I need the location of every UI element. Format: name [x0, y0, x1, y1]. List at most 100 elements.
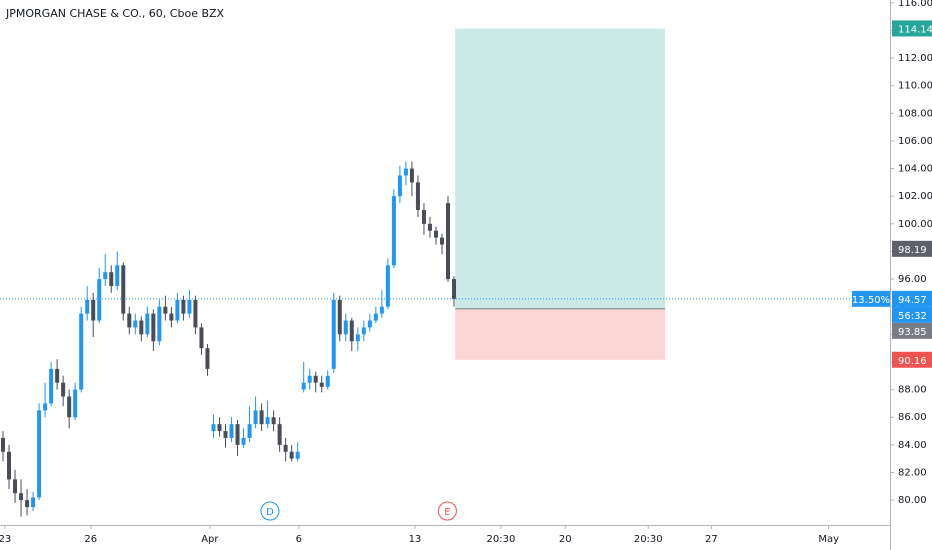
candle-body — [7, 451, 12, 480]
x-tick-label: 23 — [0, 534, 11, 545]
event-marker — [437, 501, 457, 521]
candle-body — [313, 375, 318, 383]
y-tick-label: 110.00 — [898, 81, 932, 92]
candle-body — [289, 451, 294, 459]
candle-body — [163, 306, 168, 314]
price-label: 94.57 — [898, 295, 927, 306]
candle-body — [175, 299, 180, 321]
candle-body — [295, 451, 300, 459]
y-tick-label: 86.00 — [898, 412, 927, 423]
candle-body — [127, 313, 132, 328]
y-tick-label: 108.00 — [898, 108, 932, 119]
candle-body — [79, 313, 84, 390]
candle-body — [349, 320, 354, 342]
candle-body — [151, 313, 156, 342]
candle-body — [85, 299, 90, 314]
candle-body — [211, 424, 216, 432]
candle-body — [265, 417, 270, 425]
candle-body — [307, 375, 312, 383]
candle-body — [55, 368, 60, 383]
y-tick-label: 102.00 — [898, 191, 932, 202]
candle-body — [397, 175, 402, 197]
candle-body — [121, 265, 126, 314]
event-marker — [260, 501, 280, 521]
candle-body — [301, 382, 306, 390]
x-tick-label: 26 — [84, 534, 97, 545]
candle-body — [37, 410, 42, 498]
candle-body — [133, 320, 138, 328]
candle-body — [379, 306, 384, 314]
event-label: D — [266, 507, 274, 518]
price-label: 93.85 — [898, 327, 927, 338]
y-tick-label: 96.00 — [898, 274, 927, 285]
candle-body — [181, 299, 186, 314]
candle-body — [385, 265, 390, 307]
candle-body — [367, 320, 372, 328]
candle-body — [73, 389, 78, 418]
candle-body — [337, 299, 342, 335]
candle-body — [415, 182, 420, 210]
candle-body — [343, 320, 348, 335]
y-tick-label: 80.00 — [898, 495, 927, 506]
candle-body — [43, 403, 48, 411]
chart-title: JPMORGAN CHASE & CO., 60, Cboe BZX — [5, 7, 225, 20]
candle-body — [373, 313, 378, 321]
candle-body — [241, 437, 246, 445]
x-tick-label: 20 — [559, 534, 572, 545]
candle-body — [187, 299, 192, 314]
candle-body — [157, 306, 162, 342]
price-label: 98.19 — [898, 245, 927, 256]
x-tick-label: Apr — [201, 534, 219, 545]
candle-body — [25, 500, 30, 508]
candle-body — [115, 265, 120, 286]
candle-body — [247, 424, 252, 438]
price-label-box — [892, 322, 932, 339]
candle-body — [355, 334, 360, 342]
candle-body — [277, 424, 282, 445]
candle-body — [259, 410, 264, 425]
x-tick-label: 6 — [296, 534, 302, 545]
price-label-box — [892, 290, 932, 307]
candle-body — [145, 313, 150, 335]
price-label-box — [892, 240, 932, 257]
candle-body — [427, 223, 432, 231]
candle-body — [109, 272, 114, 286]
x-tick-label: 20:30 — [634, 534, 663, 545]
candle-body — [235, 424, 240, 445]
candle-body — [421, 210, 426, 224]
price-label-box — [892, 20, 932, 37]
candle-body — [61, 382, 66, 397]
x-tick-label: 13 — [409, 534, 422, 545]
candle-body — [319, 382, 324, 387]
candle-body — [433, 230, 438, 238]
x-tick-label: 20:30 — [487, 534, 516, 545]
candle-body — [452, 279, 457, 299]
candle-body — [253, 410, 258, 425]
candle-body — [91, 299, 96, 321]
candle-body — [409, 168, 414, 183]
candle-body — [31, 497, 36, 508]
event-label: E — [444, 507, 450, 518]
candle-body — [361, 327, 366, 335]
candle-body — [403, 168, 408, 176]
candle-body — [139, 320, 144, 335]
candle-body — [103, 272, 108, 280]
candle-body — [391, 196, 396, 266]
candle-body — [49, 368, 54, 404]
profit-zone — [455, 28, 666, 309]
candle-body — [446, 203, 451, 280]
x-tick-label: 27 — [705, 534, 718, 545]
y-tick-label: 106.00 — [898, 136, 932, 147]
candle-body — [271, 417, 276, 425]
candle-body — [331, 299, 336, 369]
y-tick-label: 88.00 — [898, 385, 927, 396]
y-tick-label: 82.00 — [898, 468, 927, 479]
candle-body — [169, 313, 174, 321]
loss-zone — [455, 308, 666, 360]
y-tick-label: 116.00 — [898, 0, 932, 9]
candle-body — [97, 279, 102, 321]
change-label: 13.50% — [852, 295, 890, 306]
countdown-label: 56:32 — [898, 311, 927, 322]
